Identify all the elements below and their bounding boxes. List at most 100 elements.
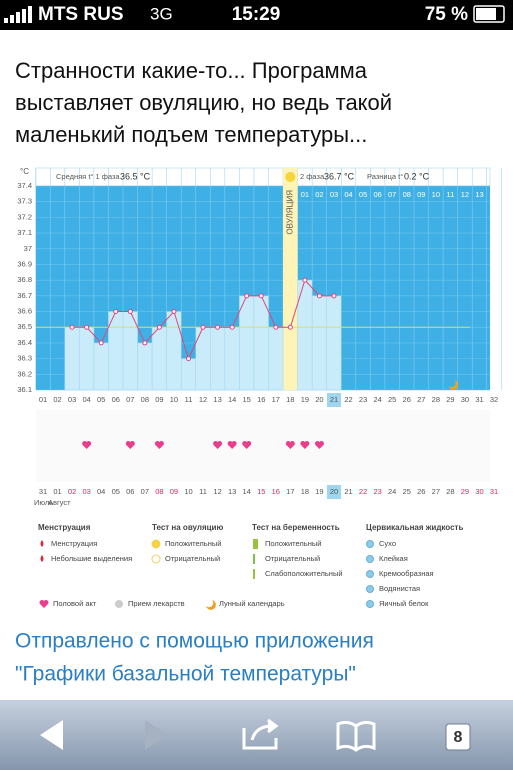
date-label: 15	[257, 487, 265, 496]
date-label: 25	[403, 487, 411, 496]
y-tick-label: 37.4	[17, 181, 32, 190]
day-label: 02	[53, 395, 61, 404]
legend-icon	[253, 569, 255, 579]
temp-point	[98, 340, 104, 346]
date-label: 30	[475, 487, 483, 496]
y-tick-label: 37	[24, 244, 32, 253]
y-tick-label: 37.3	[17, 197, 32, 206]
ovulation-strip	[283, 168, 298, 390]
day-highlight	[327, 393, 341, 407]
y-axis-label: °C	[20, 167, 29, 176]
legend-item: Положительный	[265, 539, 321, 548]
post-line: выставляет овуляцию, но ведь такой	[15, 90, 392, 115]
legend-title: Цервикальная жидкость	[366, 523, 463, 532]
legend-icon	[253, 539, 258, 549]
y-tick-label: 36.5	[17, 322, 32, 331]
battery	[473, 5, 505, 23]
day-label: 12	[199, 395, 207, 404]
post-ovulation-day: 10	[432, 190, 440, 199]
date-label: 11	[199, 487, 207, 496]
post-line: маленький подъем температуры...	[15, 122, 367, 147]
status-bar	[0, 0, 513, 30]
date-label: 22	[359, 487, 367, 496]
day-label: 23	[359, 395, 367, 404]
temp-bar	[268, 326, 284, 391]
post-ovulation-day: 01	[301, 190, 309, 199]
post-ovulation-day: 09	[417, 190, 425, 199]
legend-title: Тест на беременность	[252, 523, 340, 532]
date-label: 09	[170, 487, 178, 496]
temp-point	[156, 324, 162, 330]
heart	[213, 440, 223, 449]
day-label: 24	[373, 395, 381, 404]
legend-item: Кремообразная	[379, 569, 434, 578]
network: 3G	[150, 4, 173, 23]
temp-bar	[195, 326, 211, 391]
day-label: 08	[141, 395, 149, 404]
date-label: 05	[112, 487, 120, 496]
post-ovulation-day: 14	[490, 190, 498, 199]
temp-bar	[93, 342, 109, 391]
date-label: 27	[432, 487, 440, 496]
y-tick-label: 36.2	[17, 369, 32, 378]
day-label: 19	[301, 395, 309, 404]
tabs-button[interactable]	[445, 723, 471, 751]
day-label: 03	[68, 395, 76, 404]
legend-item: Сухо	[379, 539, 396, 548]
heart	[300, 441, 310, 449]
y-tick-label: 37.1	[17, 228, 32, 237]
share-button[interactable]	[242, 718, 279, 750]
date-label: 29	[461, 487, 469, 496]
date-label: 06	[126, 487, 134, 496]
date-label: 31	[490, 487, 498, 496]
y-tick-label: 36.8	[17, 275, 32, 284]
forward-button[interactable]	[145, 720, 168, 750]
link-line[interactable]: "Графики базальной температуры"	[15, 663, 356, 686]
heart	[314, 441, 324, 449]
post-line: Странности какие-то... Программа	[15, 58, 368, 83]
legend-icon	[151, 539, 161, 549]
temp-bar	[166, 311, 182, 391]
legend-title: Тест на овуляцию	[152, 523, 223, 532]
day-label: 16	[257, 395, 265, 404]
day-label: 07	[126, 395, 134, 404]
month-label: Август	[48, 498, 71, 507]
y-tick-label: 36.7	[17, 291, 32, 300]
phase1-label: Средняя t° 1 фаза	[56, 172, 120, 181]
temp-point	[69, 324, 75, 330]
legend-icon	[253, 554, 255, 564]
battery-text: 75 %	[425, 4, 468, 25]
date-label: 04	[97, 487, 105, 496]
temp-point	[316, 293, 322, 299]
day-label: 32	[490, 395, 498, 404]
diff-label: Разница t°	[367, 172, 403, 181]
day-label: 04	[82, 395, 90, 404]
post-ovulation-day: 02	[315, 190, 323, 199]
y-tick-label: 36.1	[17, 385, 32, 394]
date-label: 24	[388, 487, 396, 496]
link-line[interactable]: Отправлено с помощью приложения	[15, 630, 374, 653]
heart	[125, 440, 135, 449]
day-label: 28	[432, 395, 440, 404]
temp-bar	[64, 326, 80, 391]
legend-icon	[40, 540, 44, 547]
legend-item: Положительный	[165, 539, 221, 548]
day-label: 31	[475, 395, 483, 404]
date-label: 10	[184, 487, 192, 496]
battery-level	[476, 8, 496, 20]
temp-point	[113, 309, 119, 315]
day-label: 13	[213, 395, 221, 404]
temp-bar	[210, 326, 226, 391]
month-label: Июль	[34, 498, 53, 507]
heart	[227, 441, 237, 449]
day-label: 18	[286, 395, 294, 404]
temp-point	[331, 293, 337, 299]
date-label: 28	[446, 487, 454, 496]
legend-icon	[39, 600, 49, 608]
back-button[interactable]	[40, 720, 63, 750]
legend-icon	[366, 570, 374, 578]
temp-point	[287, 324, 293, 330]
bookmarks-button[interactable]	[336, 720, 376, 752]
post-ovulation-day: 06	[373, 190, 381, 199]
